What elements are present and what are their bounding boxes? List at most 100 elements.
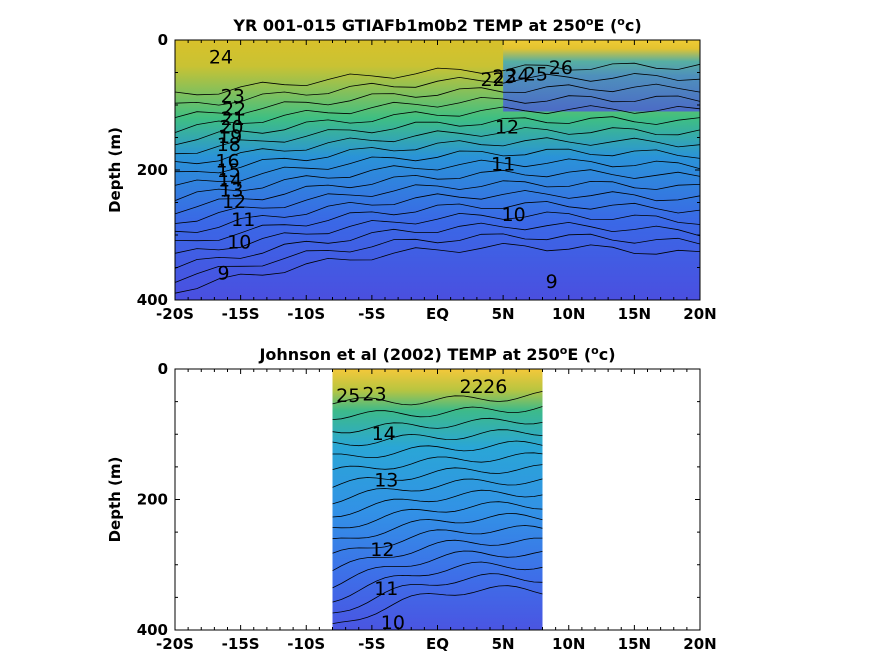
lower-chart-panel: 25 23 14 13 12 11 10 22 26 -20S -15S -10S -5S EQ 5N 10N… <box>106 344 717 653</box>
contour-line <box>174 105 701 146</box>
x-tick-label: -10S <box>287 635 325 653</box>
x-tick-label: EQ <box>426 635 449 653</box>
contour-line <box>174 242 701 294</box>
contour-line <box>332 429 543 447</box>
contour-line <box>174 127 701 165</box>
x-tick-label: 15N <box>618 305 651 323</box>
contour-line <box>332 464 543 488</box>
contour-label: 10 <box>381 612 405 634</box>
contour-line <box>174 221 701 269</box>
contour-line <box>332 525 543 554</box>
contour-line <box>174 169 701 215</box>
x-tick-label: 20N <box>683 305 716 323</box>
contour-line <box>174 95 701 133</box>
contour-line <box>332 550 543 589</box>
title-text: c) <box>599 345 616 364</box>
contour-label: 25 <box>524 64 548 86</box>
contour-label: 12 <box>222 191 246 213</box>
contour-label: 23 <box>492 66 516 88</box>
title-superscript: o <box>617 15 625 28</box>
y-axis-label: Depth (m) <box>106 457 124 543</box>
contour-label: 24 <box>209 47 233 69</box>
title-text: Johnson et al (2002) TEMP at 250 <box>258 345 559 364</box>
x-tick-label: 20N <box>683 635 716 653</box>
x-tick-label: -20S <box>156 305 194 323</box>
x-tick-label: 5N <box>492 305 515 323</box>
contour-line <box>332 440 543 458</box>
contour-line <box>332 573 543 614</box>
temperature-field <box>332 369 543 630</box>
contour-label: 20 <box>219 116 243 138</box>
x-tick-label: -15S <box>222 635 260 653</box>
contour-line <box>332 513 543 540</box>
y-tick-label: 400 <box>137 291 168 309</box>
contour-label: 22 <box>460 376 484 398</box>
contour-label: 12 <box>495 116 519 138</box>
contour-label: 18 <box>217 134 241 156</box>
contour-line <box>174 73 701 106</box>
contour-label: 26 <box>483 376 507 398</box>
contour-line <box>332 391 543 406</box>
contour-label: 14 <box>218 170 242 192</box>
y-tick-label: 0 <box>158 31 168 49</box>
y-tick-label: 400 <box>137 621 168 639</box>
y-tick-label: 0 <box>158 360 168 378</box>
y-tick-label: 200 <box>137 161 168 179</box>
contour-line <box>174 190 701 233</box>
contour-label: 13 <box>374 470 398 492</box>
y-axis-label: Depth (m) <box>106 127 124 213</box>
contour-label: 25 <box>336 385 360 407</box>
contour-line <box>174 158 701 201</box>
contour-label: 16 <box>215 151 239 173</box>
title-text: YR 001-015 GTIAFb1m0b2 TEMP at 250 <box>232 16 586 35</box>
contour-line <box>174 62 701 96</box>
contour-label: 22 <box>481 69 505 91</box>
contour-line <box>332 585 543 624</box>
x-tick-label: 15N <box>618 635 651 653</box>
contour-line <box>332 537 543 572</box>
contour-line <box>332 452 543 470</box>
contour-label: 9 <box>218 263 230 285</box>
contour-line <box>332 501 543 529</box>
contour-line <box>174 180 701 224</box>
contour-line <box>174 148 701 186</box>
contour-label: 12 <box>370 539 394 561</box>
x-tick-label: -5S <box>358 635 385 653</box>
contour-line <box>332 489 543 518</box>
title-superscript: o <box>591 344 599 357</box>
contour-label: 26 <box>549 57 573 79</box>
contour-line <box>174 211 701 254</box>
contour-label: 9 <box>546 271 558 293</box>
contour-line <box>174 116 701 155</box>
contour-label: 23 <box>362 384 386 406</box>
x-tick-label: 5N <box>492 635 515 653</box>
contour-line <box>332 478 543 505</box>
y-tick-label: 200 <box>137 491 168 509</box>
contour-label: 11 <box>231 209 255 231</box>
contour-label: 19 <box>218 126 242 148</box>
contour-label: 24 <box>505 65 529 87</box>
contour-label: 10 <box>502 204 526 226</box>
title-text: E ( <box>593 16 617 35</box>
contour-line <box>174 233 701 283</box>
title-superscript: o <box>560 344 568 357</box>
contour-label: 13 <box>219 179 243 201</box>
contour-label: 11 <box>491 153 515 175</box>
title-text: E ( <box>567 345 591 364</box>
contour-lines <box>174 62 701 294</box>
contour-line <box>174 201 701 242</box>
chart-title: Johnson et al (2002) TEMP at 250oE (oc) <box>258 344 615 364</box>
contour-label: 23 <box>221 86 245 108</box>
x-tick-label: -15S <box>222 305 260 323</box>
contour-lines <box>332 391 543 624</box>
contour-line <box>174 83 701 118</box>
x-tick-label: -5S <box>358 305 385 323</box>
contour-label: 21 <box>221 108 245 130</box>
contour-label: 15 <box>217 160 241 182</box>
title-superscript: o <box>586 15 594 28</box>
contour-label: 14 <box>372 423 396 445</box>
contour-label: 10 <box>227 231 251 253</box>
contour-line <box>332 561 543 603</box>
